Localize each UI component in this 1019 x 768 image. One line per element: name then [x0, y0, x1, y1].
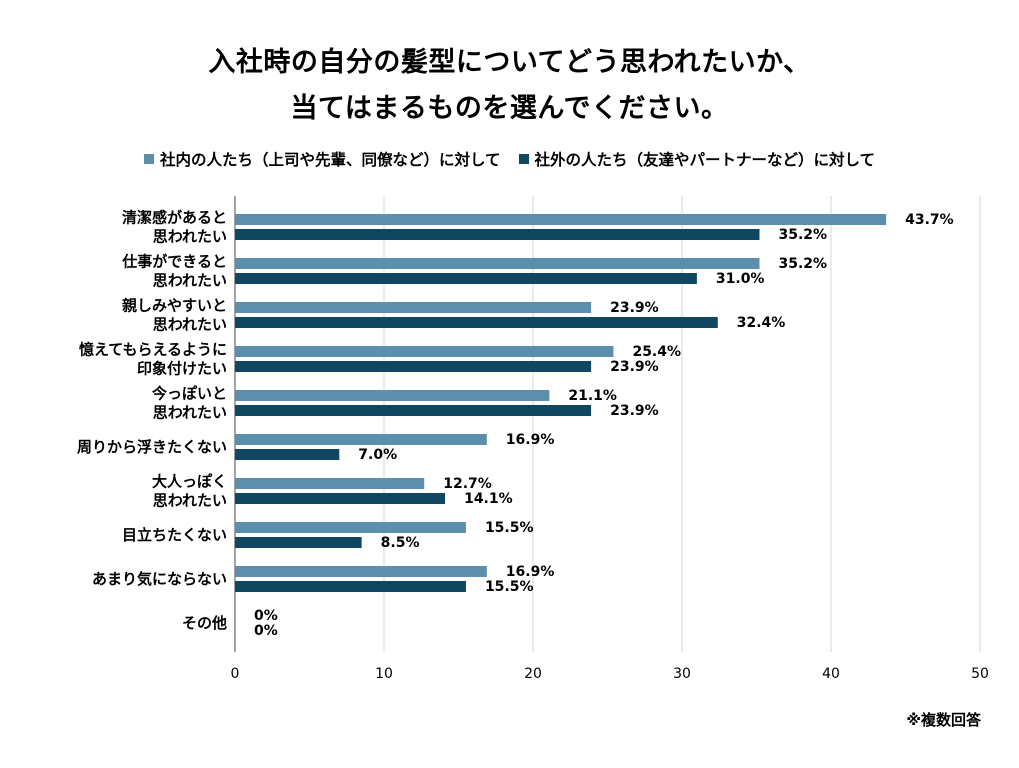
data-label: 15.5%	[485, 579, 534, 595]
data-label: 43.7%	[905, 212, 954, 228]
category-label: 憶えてもらえるように	[79, 341, 227, 359]
bar	[235, 478, 425, 489]
data-label: 16.9%	[506, 564, 555, 580]
data-label: 25.4%	[632, 344, 681, 360]
data-label: 23.9%	[610, 359, 659, 375]
x-tick-label: 40	[822, 666, 840, 682]
bar	[235, 302, 592, 313]
data-label: 35.2%	[778, 256, 827, 272]
bar	[235, 405, 592, 416]
data-label: 0%	[254, 608, 278, 624]
category-label: 思われたい	[153, 316, 227, 334]
bar	[235, 229, 760, 240]
category-label: 親しみやすいと	[122, 297, 227, 315]
legend-label-external: 社外の人たち（友達やパートナーなど）に対して	[534, 151, 876, 169]
bar	[235, 258, 760, 269]
category-label: 印象付けたい	[137, 360, 227, 378]
category-label: 今っぽいと	[151, 385, 227, 403]
data-label: 31.0%	[716, 271, 765, 287]
bar	[235, 566, 487, 577]
legend-swatch-external	[518, 154, 529, 164]
category-label: 思われたい	[153, 404, 227, 422]
data-label: 14.1%	[464, 491, 513, 507]
category-label: その他	[182, 614, 227, 632]
category-label: 仕事ができると	[121, 253, 227, 271]
chart-title-line-2: 当てはまるものを選んでください。	[290, 93, 729, 124]
x-tick-label: 20	[524, 666, 542, 682]
data-label: 0%	[254, 623, 278, 639]
bar	[235, 493, 446, 504]
category-label: 思われたい	[153, 272, 227, 290]
category-label: 思われたい	[153, 492, 227, 510]
data-label: 7.0%	[358, 447, 397, 463]
bar	[235, 361, 592, 372]
data-label: 32.4%	[737, 315, 786, 331]
data-label: 8.5%	[381, 535, 420, 551]
bar	[235, 449, 340, 460]
bar	[235, 317, 718, 328]
data-label: 23.9%	[610, 300, 659, 316]
bar	[235, 434, 487, 445]
footnote: ※複数回答	[906, 711, 981, 729]
chart-title-line-1: 入社時の自分の髪型についてどう思われたいか、	[208, 47, 811, 78]
data-label: 12.7%	[443, 476, 492, 492]
category-label: 大人っぽく	[152, 473, 227, 491]
data-label: 15.5%	[485, 520, 534, 536]
bar	[235, 346, 614, 357]
chart-legend: 社内の人たち（上司や先輩、同僚など）に対して 社外の人たち（友達やパートナーなど…	[0, 148, 1019, 170]
bar	[235, 214, 887, 225]
x-tick-label: 0	[231, 666, 240, 682]
data-label: 35.2%	[778, 227, 827, 243]
category-label: 目立ちたくない	[122, 526, 227, 544]
category-label: 周りから浮きたくない	[77, 438, 227, 456]
legend-swatch-internal	[143, 154, 154, 164]
bar	[235, 273, 697, 284]
bar	[235, 581, 466, 592]
bar	[235, 537, 362, 548]
legend-item-external: 社外の人たち（友達やパートナーなど）に対して	[518, 148, 876, 170]
data-label: 21.1%	[568, 388, 617, 404]
bar	[235, 522, 466, 533]
legend-label-internal: 社内の人たち（上司や先輩、同僚など）に対して	[159, 151, 501, 169]
data-label: 16.9%	[506, 432, 555, 448]
category-label: あまり気にならない	[92, 570, 227, 588]
x-tick-label: 30	[673, 666, 691, 682]
legend-item-internal: 社内の人たち（上司や先輩、同僚など）に対して	[143, 148, 501, 170]
data-label: 23.9%	[610, 403, 659, 419]
x-tick-label: 10	[375, 666, 393, 682]
bar	[235, 390, 550, 401]
category-label: 思われたい	[153, 228, 227, 246]
x-tick-label: 50	[971, 666, 989, 682]
category-label: 清潔感があると	[122, 209, 227, 227]
